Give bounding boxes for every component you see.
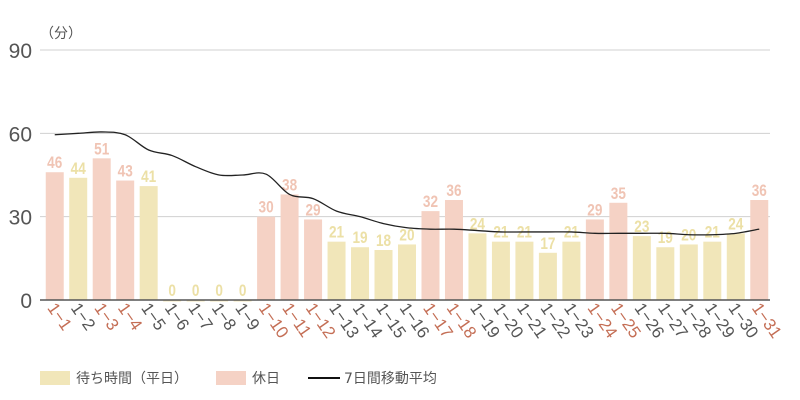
line-swatch (308, 377, 340, 379)
bar-value-label: 35 (611, 184, 627, 203)
bar (468, 233, 487, 300)
bar-value-label: 36 (446, 182, 461, 201)
bar (562, 241, 581, 300)
bar (398, 244, 416, 300)
bar (421, 211, 440, 300)
bar-value-label: 18 (376, 232, 392, 251)
bar-value-label: 24 (470, 215, 486, 234)
bar-value-label: 21 (564, 223, 580, 242)
y-unit-label: （分） (40, 26, 82, 42)
x-tick-label: 1−7 (184, 299, 216, 334)
bar-value-label: 0 (168, 282, 176, 301)
holiday-swatch (216, 371, 246, 385)
legend-weekday-label: 待ち時間（平日） (76, 371, 188, 387)
bar-value-label: 0 (215, 282, 223, 301)
bar (515, 241, 534, 300)
x-tick-label: 1−6 (161, 299, 193, 334)
x-tick-label: 1−4 (114, 299, 146, 334)
legend-holiday-label: 休日 (252, 371, 280, 387)
bar (304, 219, 323, 300)
bar (257, 216, 276, 300)
bar (374, 250, 393, 300)
bar (444, 200, 463, 300)
legend-weekday: 待ち時間（平日） (40, 368, 188, 388)
bar-value-label: 43 (118, 162, 133, 181)
bar-value-label: 0 (192, 282, 200, 301)
bar-value-label: 41 (141, 168, 157, 187)
bar (351, 247, 370, 300)
bar (116, 180, 135, 300)
bar (280, 194, 299, 300)
bar-value-label: 20 (399, 226, 414, 245)
bar (139, 186, 158, 300)
bar-value-label: 19 (658, 229, 673, 248)
legend-holiday: 休日 (216, 368, 280, 388)
bar-value-label: 44 (71, 159, 87, 178)
bar-value-label: 20 (681, 226, 696, 245)
bar-value-label: 38 (282, 176, 298, 195)
bar-value-label: 24 (728, 215, 744, 234)
x-tick-label: 1−3 (90, 299, 122, 334)
bar (656, 247, 675, 300)
bar (609, 202, 628, 300)
bar (750, 200, 769, 300)
bar-line-chart: （分）0306090461−1441−2511−3431−4411−501−60… (9, 26, 786, 342)
moving-average-line (54, 131, 760, 236)
bar (726, 233, 745, 300)
bar-value-label: 19 (352, 229, 367, 248)
bar-value-label: 23 (634, 218, 649, 237)
bar (703, 241, 722, 300)
bar (45, 172, 64, 300)
bar-value-label: 46 (47, 154, 62, 173)
x-tick-label: 1−1 (43, 299, 75, 334)
bar (69, 177, 88, 300)
bar-value-label: 21 (517, 223, 533, 242)
y-tick-label: 60 (9, 123, 32, 146)
x-tick-label: 1−9 (231, 299, 263, 334)
legend-moving-average: 7日間移動平均 (308, 368, 437, 388)
bar-value-label: 32 (423, 193, 438, 212)
bar-value-label: 30 (259, 198, 274, 217)
bar-value-label: 0 (239, 282, 247, 301)
bar (585, 219, 604, 300)
y-tick-label: 30 (9, 207, 32, 230)
bar-value-label: 29 (306, 201, 321, 220)
x-tick-label: 1−2 (67, 299, 99, 334)
bar (632, 236, 651, 300)
bar-value-label: 51 (94, 140, 110, 159)
y-tick-label: 0 (20, 290, 32, 313)
bar-value-label: 17 (540, 234, 555, 253)
bar-value-label: 21 (705, 223, 721, 242)
bar (491, 241, 510, 300)
x-tick-label: 1−8 (208, 299, 240, 334)
bar-value-label: 21 (493, 223, 509, 242)
bar (538, 252, 557, 300)
legend-moving-average-label: 7日間移動平均 (344, 371, 437, 387)
x-tick-label: 1−5 (137, 299, 169, 334)
bar-value-label: 29 (587, 201, 602, 220)
bar-value-label: 21 (329, 223, 345, 242)
bar (92, 158, 111, 300)
weekday-swatch (40, 371, 70, 385)
y-tick-label: 90 (9, 40, 32, 63)
bar (679, 244, 698, 300)
legend: 待ち時間（平日） 休日 7日間移動平均 (40, 368, 465, 388)
bar-value-label: 36 (752, 182, 767, 201)
bar (327, 241, 346, 300)
